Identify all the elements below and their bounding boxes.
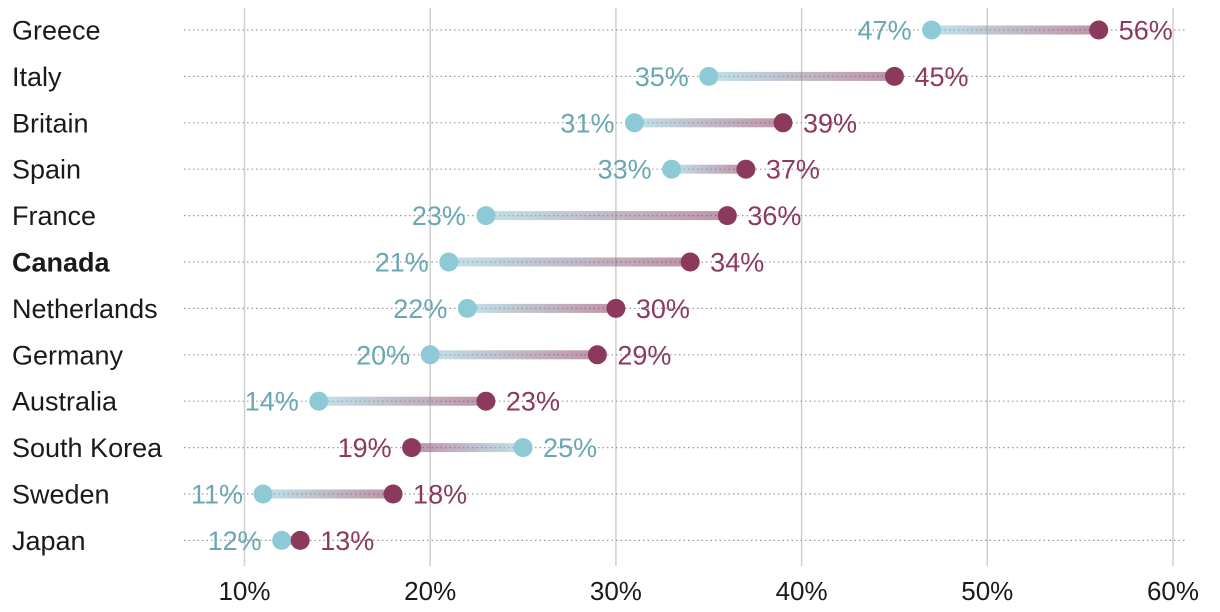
purple-dot: [476, 391, 496, 411]
teal-dot: [513, 438, 533, 458]
purple-value-label: 36%: [747, 201, 801, 231]
connector-bar: [448, 257, 691, 267]
country-label: Spain: [12, 155, 81, 185]
connector-bar: [485, 211, 728, 221]
x-tick-label: 50%: [961, 576, 1013, 606]
teal-dot: [439, 252, 459, 272]
purple-value-label: 19%: [338, 433, 392, 463]
teal-dot: [272, 530, 292, 550]
purple-dot: [383, 484, 403, 504]
x-tick-label: 40%: [776, 576, 828, 606]
row-australia: Australia 14% 23%: [12, 387, 1186, 417]
teal-dot: [476, 206, 496, 226]
country-label: Germany: [12, 340, 124, 370]
purple-dot: [736, 159, 756, 179]
purple-value-label: 45%: [914, 62, 968, 92]
purple-value-label: 39%: [803, 108, 857, 138]
purple-dot: [1089, 20, 1109, 40]
country-label: Britain: [12, 108, 89, 138]
purple-value-label: 56%: [1119, 16, 1173, 46]
purple-value-label: 29%: [617, 340, 671, 370]
country-label: Netherlands: [12, 294, 158, 324]
teal-dot: [253, 484, 273, 504]
teal-dot: [457, 298, 477, 318]
teal-value-label: 47%: [858, 16, 912, 46]
connector-bar: [411, 443, 524, 453]
row-layer: Greece 47% 56% Italy 35% 45% Britain 31% 39% Spai…: [12, 16, 1186, 556]
connector-bar: [708, 71, 895, 81]
row-netherlands: Netherlands 22% 30%: [12, 294, 1186, 324]
country-label: Greece: [12, 16, 101, 46]
row-germany: Germany 20% 29%: [12, 340, 1186, 370]
x-tick-label: 10%: [218, 576, 270, 606]
teal-value-label: 25%: [543, 433, 597, 463]
connector-bar: [263, 489, 394, 499]
country-label: Italy: [12, 62, 62, 92]
teal-value-label: 33%: [598, 155, 652, 185]
teal-dot: [309, 391, 329, 411]
teal-value-label: 31%: [560, 108, 614, 138]
teal-dot: [699, 66, 719, 86]
teal-dot: [662, 159, 682, 179]
connector-bar: [931, 25, 1099, 35]
x-tick-label: 20%: [404, 576, 456, 606]
purple-value-label: 13%: [320, 526, 374, 556]
purple-value-label: 37%: [766, 155, 820, 185]
row-south-korea: South Korea 25% 19%: [12, 433, 1186, 463]
row-italy: Italy 35% 45%: [12, 62, 1186, 92]
x-tick-label: 60%: [1147, 576, 1199, 606]
purple-dot: [680, 252, 700, 272]
purple-dot: [587, 345, 607, 365]
purple-value-label: 30%: [636, 294, 690, 324]
teal-value-label: 21%: [375, 248, 429, 278]
connector-bar: [430, 350, 598, 360]
teal-value-label: 23%: [412, 201, 466, 231]
teal-dot: [624, 113, 644, 133]
row-greece: Greece 47% 56%: [12, 16, 1186, 46]
purple-dot: [606, 298, 626, 318]
purple-dot: [884, 66, 904, 86]
country-label: Japan: [12, 526, 86, 556]
purple-dot: [290, 530, 310, 550]
purple-dot: [402, 438, 422, 458]
row-france: France 23% 36%: [12, 201, 1186, 231]
country-label: Australia: [12, 387, 118, 417]
purple-dot: [773, 113, 793, 133]
teal-value-label: 11%: [191, 480, 243, 510]
purple-value-label: 34%: [710, 248, 764, 278]
country-label: South Korea: [12, 433, 163, 463]
purple-value-label: 23%: [506, 387, 560, 417]
x-axis: 10% 20% 30% 40% 50% 60%: [218, 576, 1199, 606]
teal-value-label: 35%: [635, 62, 689, 92]
row-britain: Britain 31% 39%: [12, 108, 1186, 138]
teal-value-label: 22%: [393, 294, 447, 324]
row-spain: Spain 33% 37%: [12, 155, 1186, 185]
x-tick-label: 30%: [590, 576, 642, 606]
connector-bar: [634, 118, 784, 128]
purple-dot: [717, 206, 737, 226]
teal-value-label: 14%: [245, 387, 299, 417]
row-canada: Canada 21% 34%: [12, 248, 1186, 278]
teal-value-label: 20%: [356, 340, 410, 370]
purple-value-label: 18%: [413, 480, 467, 510]
country-label: France: [12, 201, 96, 231]
connector-bar: [671, 164, 746, 174]
connector-bar: [467, 303, 616, 313]
row-sweden: Sweden 11% 18%: [12, 480, 1186, 510]
grid-layer: [243, 8, 1174, 566]
teal-dot: [420, 345, 440, 365]
connector-bar: [318, 396, 486, 406]
country-label: Sweden: [12, 480, 110, 510]
country-label: Canada: [12, 248, 111, 278]
teal-value-label: 12%: [208, 526, 262, 556]
teal-dot: [922, 20, 942, 40]
row-japan: Japan 12% 13%: [12, 526, 1186, 556]
